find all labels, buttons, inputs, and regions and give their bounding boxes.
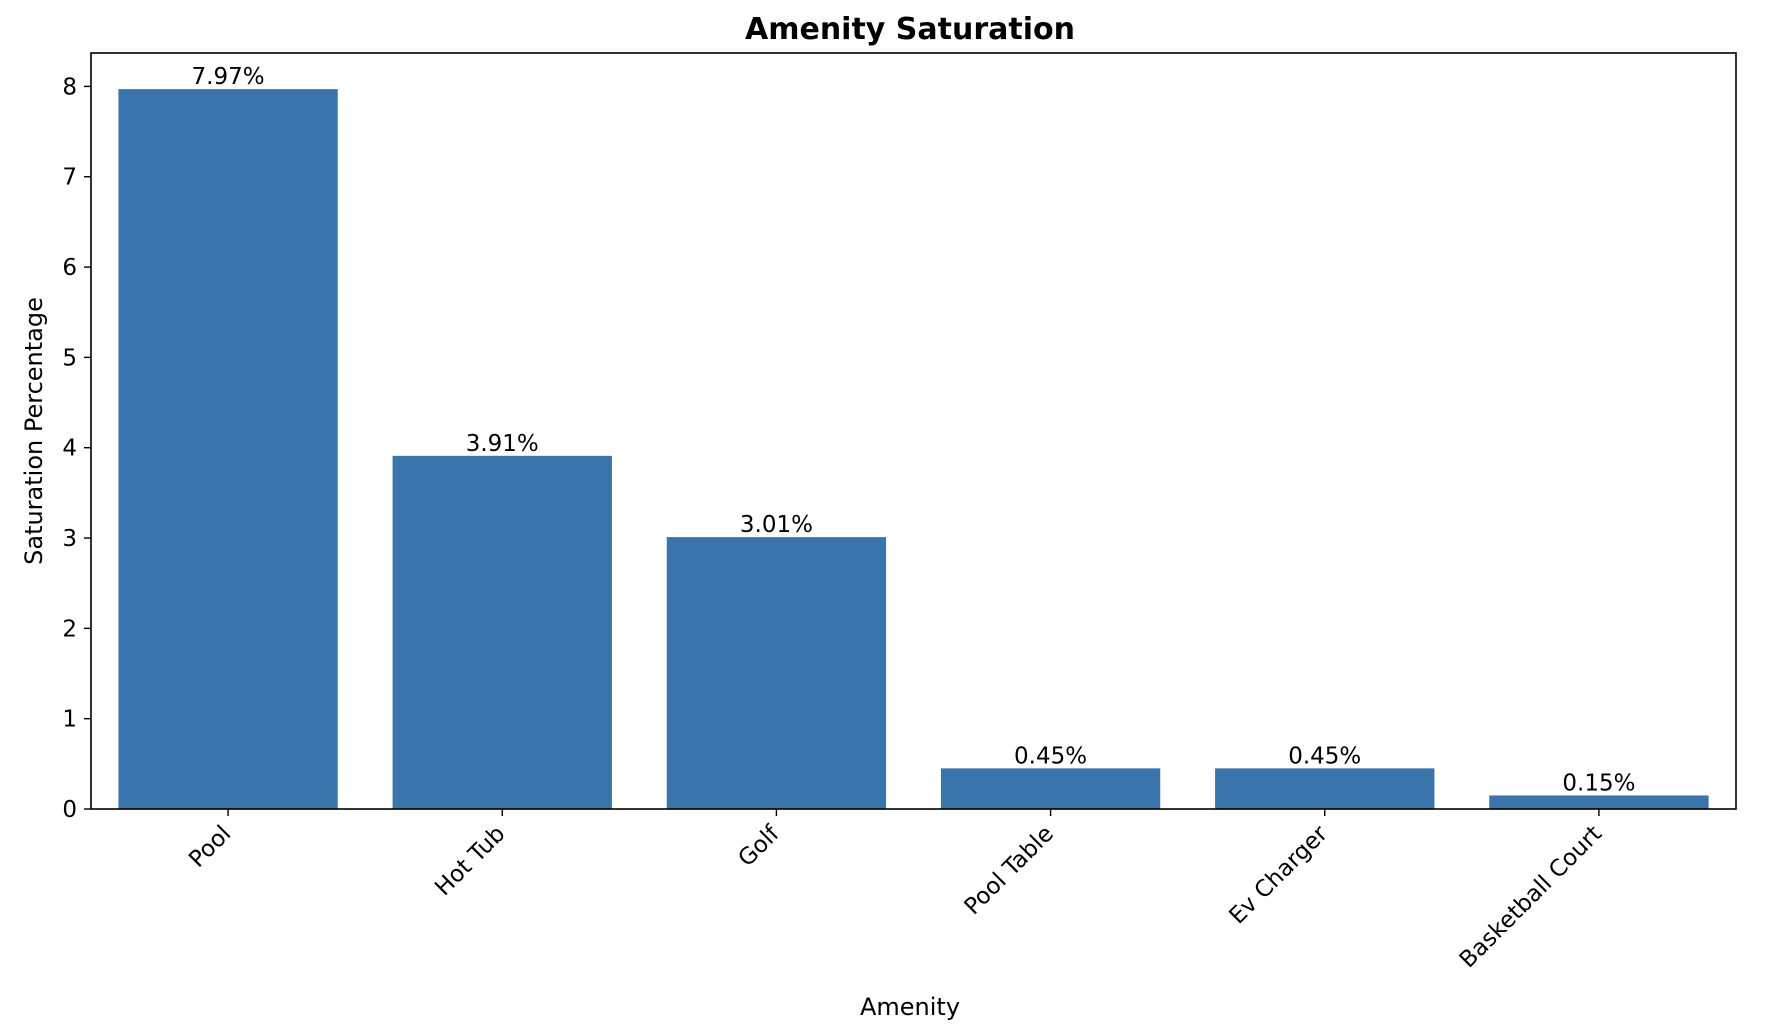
x-tick-label: Hot Tub <box>430 821 510 901</box>
bar <box>1489 795 1709 809</box>
bar <box>118 89 338 810</box>
y-axis-label: Saturation Percentage <box>20 297 48 565</box>
x-tick-label: Pool Table <box>960 821 1059 920</box>
data-label: 7.97% <box>192 64 265 90</box>
y-tick-label: 4 <box>62 436 77 462</box>
plot-frame <box>90 52 1737 810</box>
y-tick-label: 1 <box>62 707 77 733</box>
bar <box>666 537 887 809</box>
x-tick-label: Golf <box>733 820 785 872</box>
data-label: 3.91% <box>466 431 539 457</box>
x-tick-label: Basketball Court <box>1455 821 1607 973</box>
x-axis-label: Amenity <box>860 993 960 1021</box>
x-tick-label: Ev Charger <box>1224 820 1333 929</box>
data-label: 0.45% <box>1014 743 1087 769</box>
y-tick-label: 6 <box>62 255 77 281</box>
data-label: 0.45% <box>1288 743 1361 769</box>
data-label: 3.01% <box>740 512 813 538</box>
bar <box>1215 768 1435 809</box>
y-tick-label: 7 <box>62 165 77 191</box>
x-tick-label: Pool <box>184 821 236 873</box>
bar <box>392 455 612 809</box>
y-tick-label: 0 <box>62 797 77 823</box>
chart-title: Amenity Saturation <box>745 12 1075 47</box>
plot-area: 0 1 2 3 4 5 6 7 8 7.97% Pool 3.91% Hot Tub 3.01% Golf 0… <box>62 64 1709 973</box>
y-tick-label: 5 <box>62 345 77 371</box>
y-tick-label: 3 <box>62 526 77 552</box>
y-tick-label: 2 <box>62 616 77 642</box>
bar <box>940 768 1161 809</box>
y-tick-label: 8 <box>62 74 77 100</box>
data-label: 0.15% <box>1562 770 1635 796</box>
